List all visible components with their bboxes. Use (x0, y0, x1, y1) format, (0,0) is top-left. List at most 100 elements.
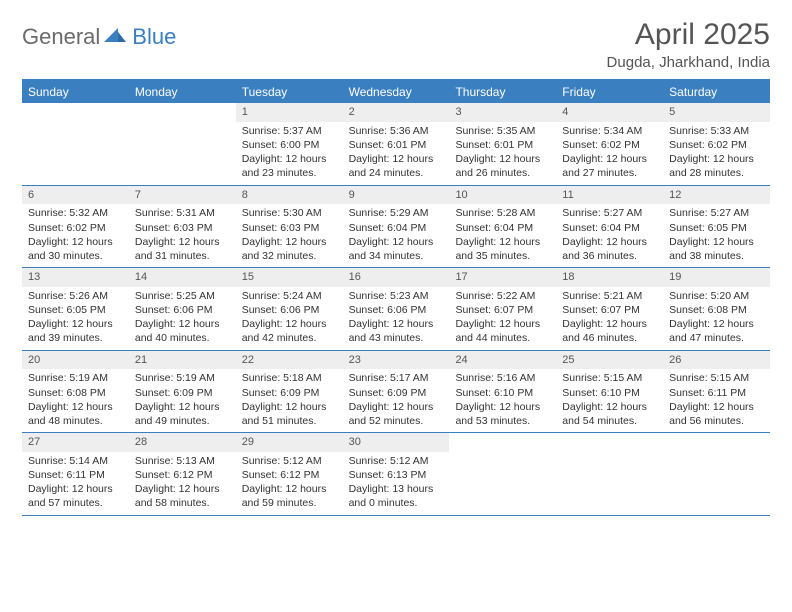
sunset-line: Sunset: 6:10 PM (455, 386, 550, 400)
daylight-line: Daylight: 12 hours and 58 minutes. (135, 482, 230, 510)
cell-body: Sunrise: 5:17 AMSunset: 6:09 PMDaylight:… (343, 371, 450, 428)
cell-body: Sunrise: 5:24 AMSunset: 6:06 PMDaylight:… (236, 289, 343, 346)
day-number: 6 (22, 186, 129, 205)
sunrise-line: Sunrise: 5:24 AM (242, 289, 337, 303)
sunrise-line: Sunrise: 5:19 AM (28, 371, 123, 385)
sunset-line: Sunset: 6:06 PM (242, 303, 337, 317)
daylight-line: Daylight: 12 hours and 59 minutes. (242, 482, 337, 510)
calendar-cell: 5Sunrise: 5:33 AMSunset: 6:02 PMDaylight… (663, 103, 770, 185)
daylight-line: Daylight: 12 hours and 36 minutes. (562, 235, 657, 263)
dow-monday: Monday (129, 81, 236, 103)
sunset-line: Sunset: 6:05 PM (28, 303, 123, 317)
cell-body: Sunrise: 5:35 AMSunset: 6:01 PMDaylight:… (449, 124, 556, 181)
daylight-line: Daylight: 12 hours and 44 minutes. (455, 317, 550, 345)
calendar-cell: . (663, 433, 770, 515)
calendar-cell: 19Sunrise: 5:20 AMSunset: 6:08 PMDayligh… (663, 268, 770, 350)
cell-body: Sunrise: 5:22 AMSunset: 6:07 PMDaylight:… (449, 289, 556, 346)
calendar-cell: 14Sunrise: 5:25 AMSunset: 6:06 PMDayligh… (129, 268, 236, 350)
day-number: 2 (343, 103, 450, 122)
day-of-week-header: SundayMondayTuesdayWednesdayThursdayFrid… (22, 81, 770, 103)
calendar-cell: 15 Sunrise: 5:24 AMSunset: 6:06 PMDayligh… (236, 268, 343, 350)
brand-logo: General Blue (22, 18, 176, 50)
cell-body: Sunrise: 5:12 AMSunset: 6:12 PMDaylight:… (236, 454, 343, 511)
daylight-line: Daylight: 12 hours and 23 minutes. (242, 152, 337, 180)
daylight-line: Daylight: 12 hours and 42 minutes. (242, 317, 337, 345)
calendar-cell: 25Sunrise: 5:15 AMSunset: 6:10 PMDayligh… (556, 351, 663, 433)
title-block: April 2025 Dugda, Jharkhand, India (607, 18, 770, 71)
sunset-line: Sunset: 6:00 PM (242, 138, 337, 152)
cell-body: Sunrise: 5:23 AMSunset: 6:06 PMDaylight:… (343, 289, 450, 346)
sunrise-line: Sunrise: 5:17 AM (349, 371, 444, 385)
day-number: 13 (22, 268, 129, 287)
cell-body: Sunrise: 5:28 AMSunset: 6:04 PMDaylight:… (449, 206, 556, 263)
sunset-line: Sunset: 6:04 PM (455, 221, 550, 235)
day-number: 29 (236, 433, 343, 452)
daylight-line: Daylight: 12 hours and 24 minutes. (349, 152, 444, 180)
sunset-line: Sunset: 6:02 PM (28, 221, 123, 235)
calendar-cell: 13 Sunrise: 5:26 AMSunset: 6:05 PMDayligh… (22, 268, 129, 350)
daylight-line: Daylight: 12 hours and 27 minutes. (562, 152, 657, 180)
calendar-cell: 20Sunrise: 5:19 AMSunset: 6:08 PMDayligh… (22, 351, 129, 433)
daylight-line: Daylight: 12 hours and 30 minutes. (28, 235, 123, 263)
daylight-line: Daylight: 12 hours and 49 minutes. (135, 400, 230, 428)
calendar-cell: 21Sunrise: 5:19 AMSunset: 6:09 PMDayligh… (129, 351, 236, 433)
cell-body: Sunrise: 5:30 AMSunset: 6:03 PMDaylight:… (236, 206, 343, 263)
cell-body: Sunrise: 5:34 AMSunset: 6:02 PMDaylight:… (556, 124, 663, 181)
dow-thursday: Thursday (449, 81, 556, 103)
sunset-line: Sunset: 6:01 PM (349, 138, 444, 152)
cell-body: Sunrise: 5:25 AMSunset: 6:06 PMDaylight:… (129, 289, 236, 346)
brand-part2: Blue (132, 24, 176, 50)
calendar-cell: 22Sunrise: 5:18 AMSunset: 6:09 PMDayligh… (236, 351, 343, 433)
daylight-line: Daylight: 12 hours and 32 minutes. (242, 235, 337, 263)
calendar-cell: 27Sunrise: 5:14 AMSunset: 6:11 PMDayligh… (22, 433, 129, 515)
sunrise-line: Sunrise: 5:23 AM (349, 289, 444, 303)
cell-body: Sunrise: 5:37 AMSunset: 6:00 PMDaylight:… (236, 124, 343, 181)
daylight-line: Daylight: 12 hours and 47 minutes. (669, 317, 764, 345)
sunset-line: Sunset: 6:03 PM (242, 221, 337, 235)
day-number: 21 (129, 351, 236, 370)
calendar-cell: 4Sunrise: 5:34 AMSunset: 6:02 PMDaylight… (556, 103, 663, 185)
sunrise-line: Sunrise: 5:26 AM (28, 289, 123, 303)
daylight-line: Daylight: 13 hours and 0 minutes. (349, 482, 444, 510)
week-row: 20Sunrise: 5:19 AMSunset: 6:08 PMDayligh… (22, 351, 770, 434)
calendar-grid: SundayMondayTuesdayWednesdayThursdayFrid… (22, 79, 770, 516)
calendar-cell: 1Sunrise: 5:37 AMSunset: 6:00 PMDaylight… (236, 103, 343, 185)
sunrise-line: Sunrise: 5:15 AM (669, 371, 764, 385)
cell-body: Sunrise: 5:26 AMSunset: 6:05 PMDaylight:… (22, 289, 129, 346)
day-number: 22 (236, 351, 343, 370)
daylight-line: Daylight: 12 hours and 54 minutes. (562, 400, 657, 428)
sunrise-line: Sunrise: 5:30 AM (242, 206, 337, 220)
sunrise-line: Sunrise: 5:27 AM (562, 206, 657, 220)
calendar-cell: 30Sunrise: 5:12 AMSunset: 6:13 PMDayligh… (343, 433, 450, 515)
cell-body: Sunrise: 5:14 AMSunset: 6:11 PMDaylight:… (22, 454, 129, 511)
cell-body: Sunrise: 5:19 AMSunset: 6:09 PMDaylight:… (129, 371, 236, 428)
day-number: 26 (663, 351, 770, 370)
calendar-cell: 11Sunrise: 5:27 AMSunset: 6:04 PMDayligh… (556, 186, 663, 268)
sunset-line: Sunset: 6:11 PM (28, 468, 123, 482)
day-number: 10 (449, 186, 556, 205)
calendar-cell: 16Sunrise: 5:23 AMSunset: 6:06 PMDayligh… (343, 268, 450, 350)
sunrise-line: Sunrise: 5:12 AM (349, 454, 444, 468)
sunrise-line: Sunrise: 5:25 AM (135, 289, 230, 303)
cell-body: Sunrise: 5:27 AMSunset: 6:04 PMDaylight:… (556, 206, 663, 263)
sunset-line: Sunset: 6:03 PM (135, 221, 230, 235)
calendar-cell: . (556, 433, 663, 515)
sunrise-line: Sunrise: 5:15 AM (562, 371, 657, 385)
sunrise-line: Sunrise: 5:36 AM (349, 124, 444, 138)
day-number: 7 (129, 186, 236, 205)
sunrise-line: Sunrise: 5:13 AM (135, 454, 230, 468)
sunset-line: Sunset: 6:11 PM (669, 386, 764, 400)
calendar-cell: 24Sunrise: 5:16 AMSunset: 6:10 PMDayligh… (449, 351, 556, 433)
calendar-cell: 9Sunrise: 5:29 AMSunset: 6:04 PMDaylight… (343, 186, 450, 268)
week-row: 13Sunrise: 5:26 AMSunset: 6:05 PMDayligh… (22, 268, 770, 351)
cell-body: Sunrise: 5:16 AMSunset: 6:10 PMDaylight:… (449, 371, 556, 428)
calendar-cell: 28Sunrise: 5:13 AMSunset: 6:12 PMDayligh… (129, 433, 236, 515)
day-number: 15 (236, 268, 343, 287)
cell-body: Sunrise: 5:31 AMSunset: 6:03 PMDaylight:… (129, 206, 236, 263)
cell-body: Sunrise: 5:13 AMSunset: 6:12 PMDaylight:… (129, 454, 236, 511)
sunset-line: Sunset: 6:09 PM (349, 386, 444, 400)
sunrise-line: Sunrise: 5:22 AM (455, 289, 550, 303)
sunset-line: Sunset: 6:06 PM (135, 303, 230, 317)
sunrise-line: Sunrise: 5:16 AM (455, 371, 550, 385)
sunrise-line: Sunrise: 5:32 AM (28, 206, 123, 220)
